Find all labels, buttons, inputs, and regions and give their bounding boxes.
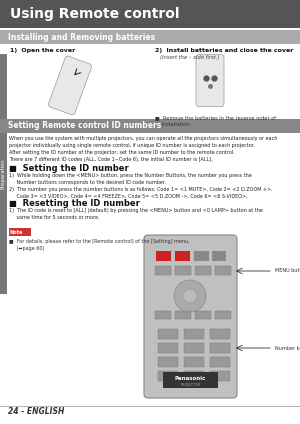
Bar: [175, 251, 190, 261]
Bar: [215, 311, 231, 319]
Bar: [194, 251, 209, 261]
Text: Note: Note: [10, 229, 23, 234]
Text: 1)  Open the cover: 1) Open the cover: [10, 48, 75, 53]
Bar: [9, 228, 31, 236]
Circle shape: [183, 289, 197, 303]
Text: ■  Setting the ID number: ■ Setting the ID number: [9, 164, 129, 173]
Bar: [158, 343, 178, 353]
Bar: [212, 251, 226, 261]
Text: 1)  The ID code is reset to [ALL] (default) by pressing the <MENU> button and <0: 1) The ID code is reset to [ALL] (defaul…: [9, 208, 263, 220]
Text: 2)  Install batteries and close the cover: 2) Install batteries and close the cover: [155, 48, 293, 53]
Text: Using Remote control: Using Remote control: [10, 7, 179, 21]
Bar: [158, 371, 178, 381]
Text: 24 - ENGLISH: 24 - ENGLISH: [8, 407, 64, 416]
Text: Panasonic: Panasonic: [175, 377, 206, 382]
Bar: [184, 343, 204, 353]
Bar: [184, 371, 204, 381]
FancyBboxPatch shape: [144, 235, 237, 398]
Text: Setting Remote control ID numbers: Setting Remote control ID numbers: [8, 122, 161, 131]
Bar: [210, 371, 230, 381]
Bar: [163, 372, 218, 388]
Bar: [156, 251, 171, 261]
Bar: [155, 311, 171, 319]
Bar: [158, 329, 178, 339]
Text: 1)  While holding down the <MENU> button, press the Number Buttons, the number y: 1) While holding down the <MENU> button,…: [9, 173, 273, 199]
Circle shape: [174, 280, 206, 312]
Bar: [158, 357, 178, 367]
Text: (Insert the – side first.): (Insert the – side first.): [160, 55, 220, 60]
Text: Preparation: Preparation: [1, 159, 6, 189]
Text: ■  Resetting the ID number: ■ Resetting the ID number: [9, 199, 140, 208]
Bar: [215, 266, 231, 275]
Bar: [210, 343, 230, 353]
Text: ■  Remove the batteries in the reverse order of
    installation.: ■ Remove the batteries in the reverse or…: [155, 115, 276, 127]
Text: Number buttons: Number buttons: [275, 346, 300, 351]
Text: ■  For details, please refer to the [Remote control] of the [Setting] menu.
    : ■ For details, please refer to the [Remo…: [9, 239, 190, 251]
Text: Installing and Removing batteries: Installing and Removing batteries: [8, 33, 155, 42]
Bar: [195, 311, 211, 319]
Text: MENU button: MENU button: [275, 268, 300, 273]
Bar: [0, 30, 300, 44]
Bar: [195, 266, 211, 275]
Text: PROJECTOR: PROJECTOR: [180, 383, 201, 387]
Bar: [0, 54, 7, 294]
Bar: [175, 311, 191, 319]
Bar: [0, 0, 300, 28]
Bar: [175, 266, 191, 275]
Bar: [0, 119, 300, 133]
FancyBboxPatch shape: [48, 56, 92, 115]
Bar: [210, 357, 230, 367]
Bar: [184, 357, 204, 367]
Bar: [155, 266, 171, 275]
Text: When you use the system with multiple projectors, you can operate all the projec: When you use the system with multiple pr…: [9, 136, 278, 162]
Bar: [184, 329, 204, 339]
Bar: [210, 329, 230, 339]
FancyBboxPatch shape: [196, 55, 224, 106]
